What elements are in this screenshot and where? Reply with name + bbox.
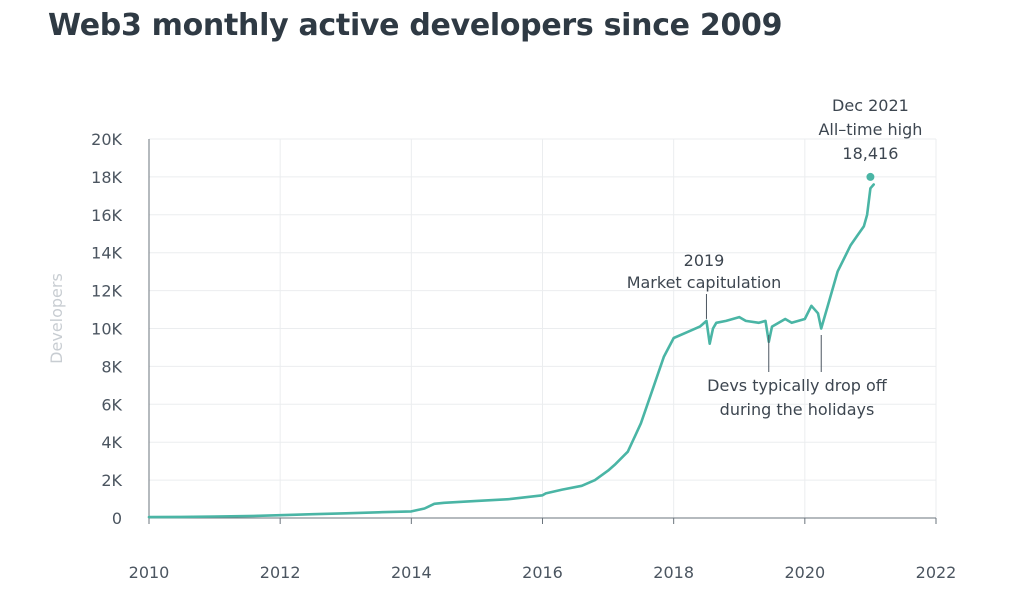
annotations: 2019 Market capitulation Dec 2021 All–time …: [627, 96, 923, 419]
tick-labels: 0 2K 4K 6K 8K 10K 12K 14K 16K 18K 20K 2010 2012 2014 2…: [91, 130, 956, 582]
y-tick-label: 14K: [91, 244, 122, 263]
annotation-ath-line: All–time high: [818, 120, 922, 139]
y-tick-label: 0: [112, 509, 122, 528]
y-tick-label: 10K: [91, 320, 122, 339]
annotation-ath-line: Dec 2021: [832, 96, 909, 115]
page-title: Web3 monthly active developers since 200…: [48, 8, 783, 43]
x-tick-label: 2016: [522, 563, 563, 582]
annotation-holidays-line: during the holidays: [720, 400, 875, 419]
y-tick-label: 18K: [91, 168, 122, 187]
y-tick-label: 12K: [91, 282, 122, 301]
x-tick-label: 2020: [784, 563, 825, 582]
x-tick-label: 2012: [260, 563, 301, 582]
y-tick-label: 6K: [101, 395, 122, 414]
y-tick-label: 20K: [91, 130, 122, 149]
y-axis-title: Developers: [47, 273, 66, 364]
series-line-developers: [147, 183, 876, 519]
y-tick-label: 4K: [101, 433, 122, 452]
y-tick-label: 8K: [101, 357, 122, 376]
axes: Developers: [47, 139, 937, 524]
annotation-holidays-line: Devs typically drop off: [707, 376, 888, 395]
annotation-ath-line: 18,416: [842, 144, 898, 163]
x-tick-label: 2010: [129, 563, 170, 582]
x-tick-label: 2022: [916, 563, 957, 582]
y-tick-label: 2K: [101, 471, 122, 490]
x-tick-label: 2018: [653, 563, 694, 582]
x-tick-label: 2014: [391, 563, 432, 582]
y-tick-label: 16K: [91, 206, 122, 225]
ath-point: [866, 172, 875, 181]
series-layer: [147, 172, 876, 519]
gridlines: [149, 138, 937, 518]
annotation-capitulation-line: Market capitulation: [627, 273, 782, 292]
annotation-capitulation-line: 2019: [684, 251, 725, 270]
